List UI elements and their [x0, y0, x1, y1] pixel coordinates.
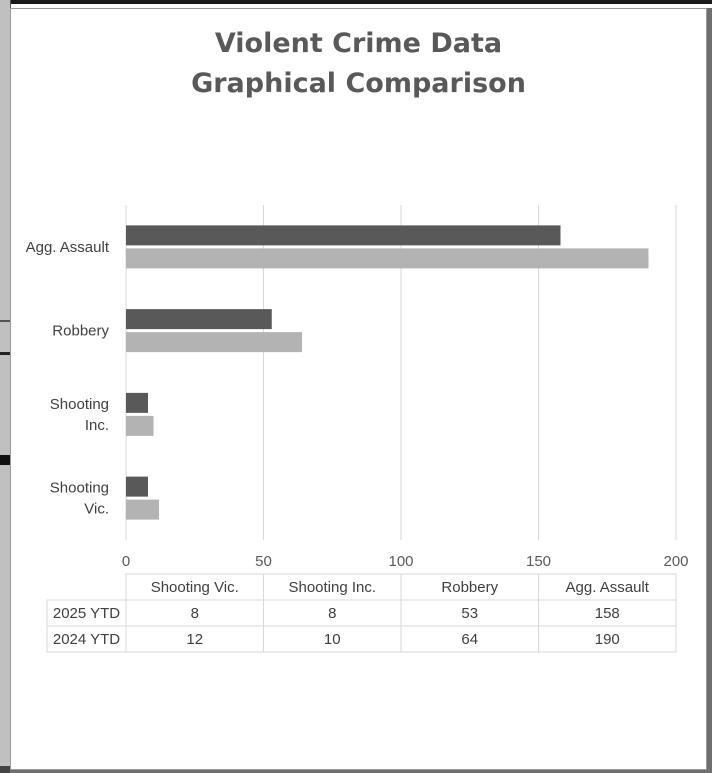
data-table-column-header: Robbery — [441, 579, 498, 596]
window-edge-mark — [0, 352, 10, 355]
chart-shadow — [10, 770, 712, 773]
x-tick-label: 0 — [122, 553, 130, 570]
data-table-cell: 64 — [461, 631, 478, 648]
category-label: Shooting — [50, 396, 109, 413]
data-table-cell: 12 — [186, 631, 203, 648]
x-tick-label: 150 — [526, 553, 551, 570]
category-label: Robbery — [52, 323, 109, 340]
chart-title: Violent Crime Data Graphical Comparison — [10, 24, 707, 104]
data-table-cell: 8 — [191, 605, 199, 622]
x-tick-label: 100 — [388, 553, 413, 570]
bar-2024 — [126, 415, 154, 436]
window-edge-mark — [0, 320, 10, 322]
window-edge-mark — [0, 455, 10, 465]
data-table-cell: 158 — [595, 605, 620, 622]
bar-2024 — [126, 332, 302, 353]
data-table-series-label: 2025 YTD — [53, 605, 120, 622]
data-table-row — [46, 599, 677, 627]
data-table-cell: 53 — [461, 605, 478, 622]
data-table-cell: 8 — [328, 605, 336, 622]
data-table-column-header: Shooting Vic. — [151, 579, 239, 596]
data-table-cell: 190 — [595, 631, 620, 648]
window-top-edge — [0, 0, 712, 4]
data-table-column-header: Agg. Assault — [566, 579, 650, 596]
bar-2025 — [126, 476, 148, 497]
category-label: Agg. Assault — [26, 239, 110, 256]
bar-2025 — [126, 309, 272, 330]
category-label: Inc. — [85, 417, 109, 434]
data-table-series-label: 2024 YTD — [53, 631, 120, 648]
data-table-column-header: Shooting Inc. — [288, 579, 376, 596]
bar-2025 — [126, 392, 148, 413]
x-tick-label: 50 — [255, 553, 272, 570]
chart-title-line-2: Graphical Comparison — [191, 68, 526, 99]
data-table-cell: 10 — [324, 631, 341, 648]
bar-2024 — [126, 499, 159, 520]
chart-shadow — [707, 8, 712, 773]
x-tick-label: 200 — [663, 553, 688, 570]
category-label: Shooting — [50, 480, 109, 497]
chart-title-line-1: Violent Crime Data — [214, 28, 503, 59]
bar-2025 — [126, 225, 561, 246]
data-table-row — [46, 625, 677, 653]
category-label: Vic. — [84, 501, 109, 518]
bar-2024 — [126, 248, 649, 269]
